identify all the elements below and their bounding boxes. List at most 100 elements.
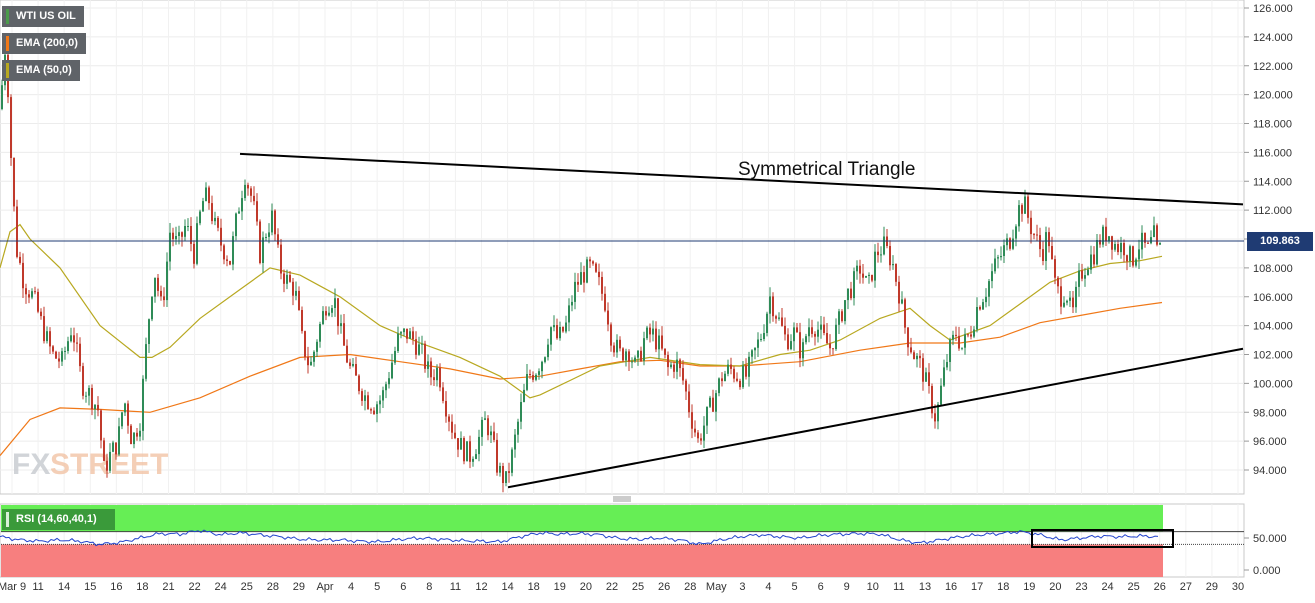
- candle-body: [301, 310, 303, 332]
- ema50-badge[interactable]: EMA (50,0): [2, 60, 80, 81]
- candle-body: [745, 365, 747, 377]
- candle-body: [805, 336, 807, 343]
- candle-body: [979, 307, 981, 310]
- x-tick-label: 8: [426, 581, 432, 593]
- candle-body: [232, 236, 234, 265]
- candle-body: [334, 298, 336, 308]
- candle-body: [670, 364, 672, 368]
- candle-body: [577, 281, 579, 285]
- candle-body: [1066, 300, 1068, 303]
- x-tick-label: 23: [1075, 581, 1087, 593]
- candle-body: [181, 232, 183, 237]
- candle-body: [376, 404, 378, 414]
- candle-body: [952, 334, 954, 340]
- candle-body: [31, 291, 33, 298]
- candle-body: [340, 323, 342, 327]
- x-tick-label: 21: [162, 581, 174, 593]
- candle-body: [760, 339, 762, 340]
- candle-body: [406, 328, 408, 339]
- candle-body: [97, 404, 99, 411]
- x-tick-label: 24: [1101, 581, 1113, 593]
- candle-body: [721, 378, 723, 382]
- candle-body: [151, 296, 153, 320]
- y-tick-label: 122.000: [1253, 61, 1293, 73]
- candle-body: [907, 327, 909, 348]
- candle-body: [787, 334, 789, 350]
- candle-body: [610, 324, 612, 346]
- x-tick-label: 25: [632, 581, 644, 593]
- candle-body: [199, 211, 201, 224]
- candle-body: [1018, 205, 1020, 227]
- candle-body: [490, 431, 492, 436]
- candle-body: [331, 308, 333, 313]
- candle-body: [208, 187, 210, 204]
- candle-body: [529, 374, 531, 375]
- candle-body: [1159, 242, 1161, 245]
- candle-body: [574, 281, 576, 302]
- candle-body: [139, 430, 141, 437]
- x-tick-label: 14: [501, 581, 513, 593]
- candle-body: [790, 341, 792, 350]
- candle-body: [1012, 238, 1014, 249]
- candle-body: [478, 436, 480, 455]
- x-tick-label: 29: [293, 581, 305, 593]
- candle-body: [1129, 246, 1131, 262]
- pane-splitter[interactable]: [613, 496, 631, 502]
- x-tick-label: 5: [374, 581, 380, 593]
- candle-body: [373, 410, 375, 414]
- candle-body: [94, 404, 96, 410]
- candle-body: [1033, 234, 1035, 236]
- candle-body: [349, 362, 351, 366]
- y-tick-label: 126.000: [1253, 3, 1293, 15]
- candle-body: [295, 290, 297, 296]
- candle-body: [652, 328, 654, 335]
- candle-body: [247, 184, 249, 189]
- candle-body: [469, 441, 471, 462]
- candle-body: [1096, 240, 1098, 265]
- candle-body: [586, 259, 588, 283]
- candle-body: [1006, 238, 1008, 246]
- candle-body: [826, 333, 828, 344]
- candle-body: [292, 281, 294, 296]
- rsi-swatch: [6, 512, 9, 527]
- candle-body: [274, 210, 276, 235]
- candle-body: [250, 188, 252, 196]
- rsi-y-tick-label: 50.000: [1253, 533, 1287, 545]
- candle-body: [1132, 246, 1134, 266]
- candle-body: [493, 431, 495, 440]
- candle-body: [430, 361, 432, 378]
- candle-body: [463, 438, 465, 462]
- candle-body: [499, 466, 501, 473]
- x-tick-label: 3: [739, 581, 745, 593]
- candle-body: [205, 187, 207, 202]
- candle-body: [388, 378, 390, 385]
- candle-body: [58, 358, 60, 362]
- ema200-swatch: [6, 36, 9, 51]
- candle-body: [799, 332, 801, 359]
- candle-body: [742, 365, 744, 388]
- rsi-badge[interactable]: RSI (14,60,40,1): [2, 509, 115, 530]
- candle-body: [1150, 237, 1152, 244]
- candle-body: [385, 384, 387, 391]
- instrument-badge[interactable]: WTI US OIL: [2, 6, 84, 27]
- candle-body: [19, 256, 21, 263]
- candle-body: [694, 428, 696, 433]
- x-tick-label: 16: [110, 581, 122, 593]
- candle-body: [271, 210, 273, 233]
- candle-body: [1120, 243, 1122, 253]
- candle-body: [880, 254, 882, 256]
- candle-body: [1078, 270, 1080, 287]
- x-tick-label: 11: [450, 581, 461, 593]
- candle-body: [931, 386, 933, 414]
- candle-body: [709, 397, 711, 407]
- candle-body: [322, 311, 324, 324]
- candle-body: [688, 391, 690, 413]
- ema200-badge[interactable]: EMA (200,0): [2, 33, 86, 54]
- candle-body: [562, 327, 564, 332]
- candle-body: [901, 299, 903, 304]
- candle-body: [739, 380, 741, 388]
- x-tick-label: 11: [32, 581, 43, 593]
- candle-body: [865, 276, 867, 278]
- candle-body: [229, 261, 231, 265]
- candle-body: [1024, 196, 1026, 214]
